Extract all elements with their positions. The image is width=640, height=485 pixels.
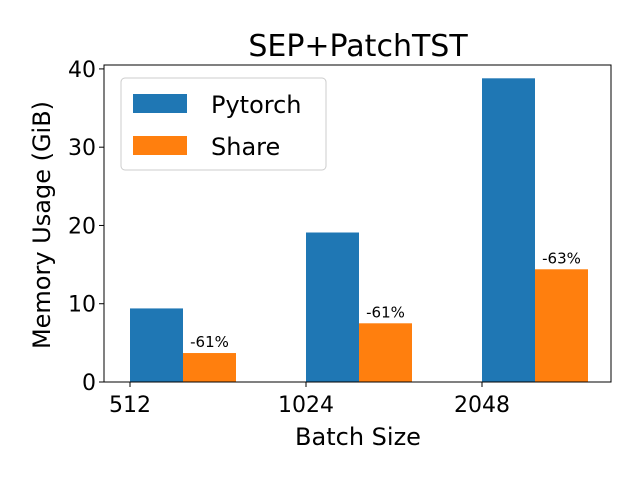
legend-swatch-share bbox=[133, 136, 187, 155]
reduction-label-1024: -61% bbox=[366, 303, 405, 321]
bar-share-512 bbox=[183, 353, 236, 382]
legend: Pytorch Share bbox=[120, 77, 327, 171]
bar-share-2048 bbox=[535, 269, 588, 382]
reduction-label-512: -61% bbox=[190, 333, 229, 351]
bar-pytorch-2048 bbox=[482, 78, 535, 382]
y-tick-label-0: 0 bbox=[82, 371, 96, 396]
y-tick-label-10: 10 bbox=[68, 293, 96, 318]
x-axis-label: Batch Size bbox=[295, 423, 421, 451]
x-tick-label-2048: 2048 bbox=[454, 393, 510, 418]
x-tick-label-512: 512 bbox=[109, 393, 151, 418]
plot-frame bbox=[103, 64, 612, 383]
bar-pytorch-1024 bbox=[306, 232, 359, 382]
x-tick-label-1024: 1024 bbox=[278, 393, 334, 418]
y-tick-label-40: 40 bbox=[68, 58, 96, 83]
reduction-label-2048: -63% bbox=[542, 249, 581, 267]
y-tick-label-20: 20 bbox=[68, 214, 96, 239]
bar-pytorch-512 bbox=[130, 308, 183, 382]
y-axis-label: Memory Usage (GiB) bbox=[28, 101, 56, 349]
y-tick-label-30: 30 bbox=[68, 136, 96, 161]
bar-share-1024 bbox=[359, 323, 412, 382]
legend-swatch-pytorch bbox=[133, 94, 187, 113]
chart-title: SEP+PatchTST bbox=[248, 29, 468, 64]
legend-label-pytorch: Pytorch bbox=[211, 91, 302, 119]
legend-label-share: Share bbox=[211, 133, 280, 161]
